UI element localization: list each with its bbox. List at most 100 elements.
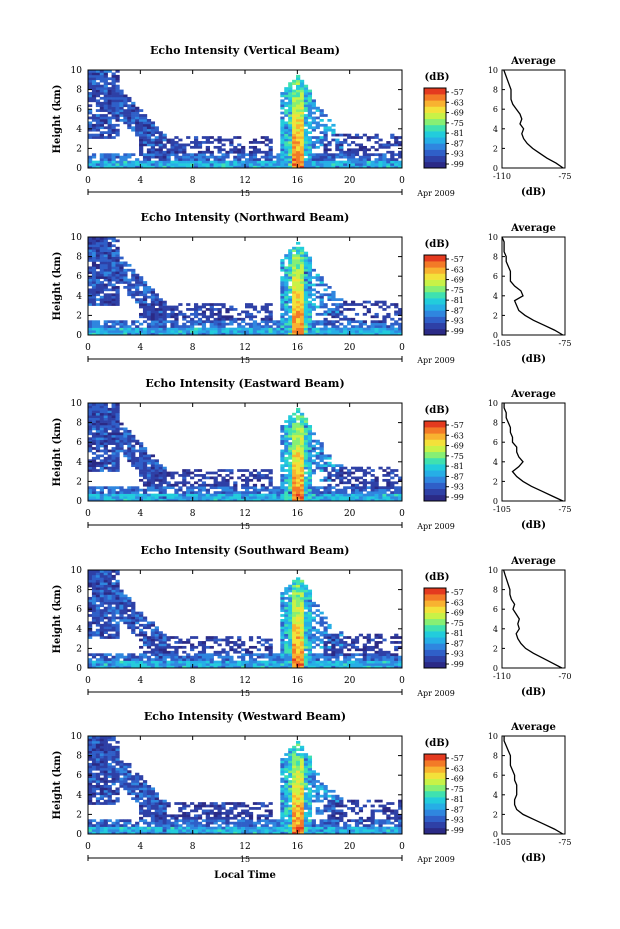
heatmap-cell bbox=[170, 143, 175, 147]
heatmap-cell bbox=[252, 645, 258, 649]
heatmap-cell bbox=[127, 96, 132, 100]
heatmap-cell bbox=[335, 330, 340, 333]
heatmap-cell bbox=[284, 481, 289, 485]
heatmap-cell bbox=[158, 155, 163, 159]
heatmap-cell bbox=[347, 322, 352, 326]
heatmap-cell bbox=[315, 320, 320, 324]
heatmap-cell bbox=[205, 493, 210, 497]
heatmap-cell bbox=[280, 478, 285, 482]
heatmap-cell bbox=[158, 658, 163, 661]
heatmap-cell bbox=[296, 577, 301, 581]
heatmap-cell bbox=[280, 459, 285, 463]
heatmap-cell bbox=[280, 300, 285, 304]
heatmap-cell bbox=[245, 305, 250, 309]
heatmap-cell bbox=[146, 638, 152, 642]
heatmap-cell bbox=[237, 165, 242, 169]
heatmap-cell bbox=[311, 104, 316, 108]
heatmap-cell bbox=[170, 636, 175, 639]
heatmap-cell bbox=[292, 611, 297, 615]
heatmap-cell bbox=[154, 310, 159, 314]
heatmap-cell bbox=[241, 153, 246, 157]
heatmap-cell bbox=[111, 663, 116, 666]
heatmap-cell bbox=[158, 498, 163, 502]
heatmap-cell bbox=[95, 237, 101, 240]
heatmap-cell bbox=[256, 653, 261, 657]
colorbar-tick-label: -93 bbox=[451, 150, 464, 159]
heatmap-cell bbox=[131, 165, 136, 169]
heatmap-cell bbox=[284, 636, 289, 639]
heatmap-cell bbox=[398, 308, 403, 311]
heatmap-cell bbox=[394, 493, 399, 497]
heatmap-cell bbox=[154, 327, 159, 331]
heatmap-cell bbox=[256, 160, 261, 164]
heatmap-cell bbox=[237, 496, 242, 499]
heatmap-cell bbox=[91, 79, 97, 83]
heatmap-cell bbox=[256, 496, 261, 499]
heatmap-cell bbox=[123, 606, 128, 610]
heatmap-cell bbox=[162, 150, 167, 154]
heatmap-cell bbox=[107, 579, 112, 583]
heatmap-cell bbox=[358, 136, 364, 139]
heatmap-cell bbox=[292, 645, 297, 649]
heatmap-cell bbox=[350, 330, 356, 333]
heatmap-cell bbox=[284, 645, 289, 649]
heatmap-cell bbox=[339, 145, 344, 149]
heatmap-cell bbox=[99, 160, 104, 164]
heatmap-cell bbox=[354, 160, 360, 164]
heatmap-cell bbox=[162, 158, 167, 161]
heatmap-cell bbox=[299, 658, 305, 661]
heatmap-cell bbox=[178, 150, 183, 154]
heatmap-cell bbox=[142, 332, 148, 336]
heatmap-cell bbox=[303, 92, 309, 95]
heatmap-cell bbox=[99, 444, 104, 448]
heatmap-cell bbox=[142, 295, 148, 299]
heatmap-cell bbox=[115, 466, 120, 470]
heatmap-cell bbox=[303, 496, 309, 499]
heatmap-cell bbox=[311, 288, 316, 292]
heatmap-cell bbox=[296, 143, 301, 147]
heatmap-cell bbox=[358, 481, 364, 485]
x-tick-label: 8 bbox=[190, 343, 196, 353]
heatmap-cell bbox=[95, 493, 101, 497]
heatmap-cell bbox=[280, 261, 285, 265]
date-label: Apr 2009 bbox=[416, 522, 455, 531]
heatmap-cell bbox=[111, 601, 116, 605]
heatmap-cell bbox=[382, 308, 387, 311]
heatmap-cell bbox=[237, 325, 242, 328]
heatmap-cell bbox=[354, 136, 360, 139]
heatmap-cell bbox=[288, 655, 293, 659]
heatmap-cell bbox=[225, 322, 230, 326]
heatmap-cell bbox=[288, 619, 293, 622]
heatmap-cell bbox=[292, 454, 297, 458]
heatmap-cell bbox=[358, 648, 364, 652]
heatmap-cell bbox=[252, 150, 258, 154]
x-tick-label: 0 bbox=[85, 343, 91, 353]
heatmap-cell bbox=[264, 143, 269, 147]
heatmap-cell bbox=[115, 106, 120, 110]
heatmap-cell bbox=[158, 478, 163, 482]
heatmap-cell bbox=[252, 308, 258, 311]
heatmap-cell bbox=[252, 148, 258, 152]
heatmap-cell bbox=[146, 150, 152, 154]
heatmap-cell bbox=[303, 263, 309, 267]
heatmap-cell bbox=[237, 638, 242, 642]
heatmap-cell bbox=[123, 427, 128, 431]
heatmap-cell bbox=[350, 663, 356, 666]
heatmap-cell bbox=[288, 456, 293, 460]
heatmap-cell bbox=[131, 444, 136, 448]
heatmap-cell bbox=[264, 493, 269, 497]
heatmap-cell bbox=[95, 87, 101, 90]
heatmap-cell bbox=[150, 641, 156, 644]
heatmap-cell bbox=[311, 276, 316, 279]
heatmap-cell bbox=[111, 429, 116, 433]
heatmap-cell bbox=[303, 488, 309, 492]
heatmap-cell bbox=[288, 429, 293, 433]
heatmap-cell bbox=[107, 121, 112, 125]
heatmap-cell bbox=[174, 488, 179, 492]
heatmap-cell bbox=[362, 160, 367, 164]
heatmap-cell bbox=[311, 165, 316, 169]
heatmap-cell bbox=[303, 645, 309, 649]
heatmap-cell bbox=[186, 655, 191, 659]
heatmap-cell bbox=[162, 145, 167, 149]
heatmap-cell bbox=[233, 660, 238, 664]
